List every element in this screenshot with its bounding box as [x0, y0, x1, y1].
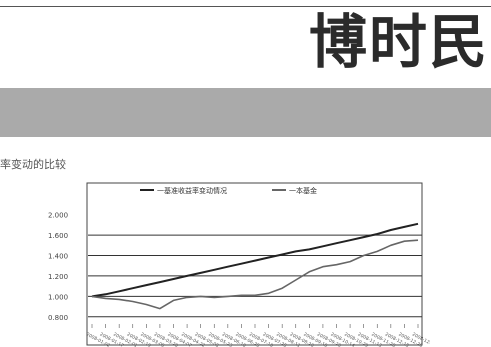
legend-label: 一基准收益率变动情况 [157, 186, 227, 195]
x-tick-labels: 2008-01-022008-01-172008-02-012008-02-19… [85, 324, 430, 347]
chart: 2.000 1.600 1.400 1.200 1.000 0.800 一基准收益率变动情… [40, 177, 430, 347]
y-tick-label: 0.800 [48, 314, 68, 322]
series-lines [91, 222, 419, 310]
legend-label: 一本基金 [289, 186, 317, 195]
y-tick-label: 1.000 [48, 293, 68, 301]
brand-title: 博时民 [308, 8, 489, 76]
plot-area-frame [86, 182, 423, 346]
series-line-1 [91, 239, 419, 310]
y-tick-label: 2.000 [48, 212, 68, 220]
legend: 一基准收益率变动情况 一本基金 [140, 186, 317, 195]
y-tick-label: 1.400 [48, 253, 68, 261]
section-header-band [0, 88, 491, 137]
line-chart-svg: 2.000 1.600 1.400 1.200 1.000 0.800 一基准收益率变动情… [48, 182, 430, 347]
chart-caption: 率变动的比较 [0, 158, 66, 171]
top-rule [0, 6, 491, 7]
y-tick-label: 1.200 [48, 273, 68, 281]
y-tick-label: 1.600 [48, 232, 68, 240]
y-tick-labels: 2.000 1.600 1.400 1.200 1.000 0.800 [48, 212, 68, 322]
series-line-0 [91, 222, 419, 298]
